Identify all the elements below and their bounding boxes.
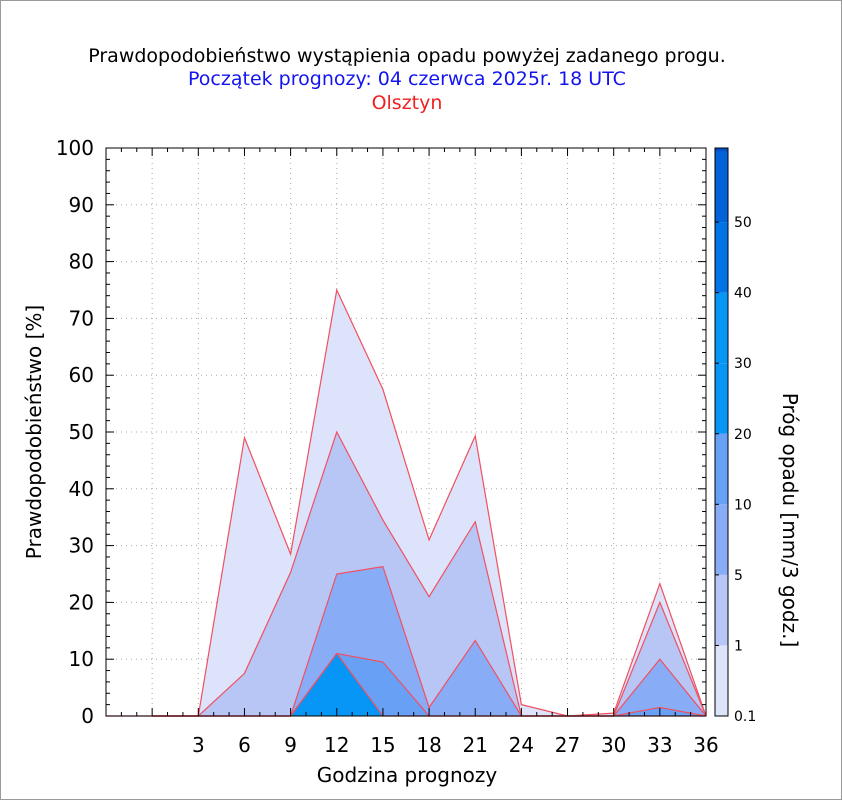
y-tick-label: 90 xyxy=(69,193,94,217)
x-tick-label: 3 xyxy=(192,733,205,757)
area-threshold-5 xyxy=(152,566,707,716)
colorbar: 0.1 1 5 10 20 30 40 50 xyxy=(714,147,756,725)
area-threshold-1 xyxy=(152,432,707,716)
chart-title: Prawdopodobieństwo wystąpienia opadu pow… xyxy=(88,45,726,67)
colorbar-tick-label: 50 xyxy=(734,215,752,231)
y-tick-label: 40 xyxy=(69,477,94,501)
colorbar-tick-label: 5 xyxy=(734,568,743,584)
colorbar-segment xyxy=(715,645,728,716)
x-tick-label: 36 xyxy=(693,733,718,757)
y-tick-label: 60 xyxy=(69,363,94,387)
colorbar-tick-label: 0.1 xyxy=(734,709,756,725)
colorbar-segment xyxy=(715,148,728,152)
y-tick-label: 80 xyxy=(69,250,94,274)
x-tick-label: 6 xyxy=(238,733,251,757)
colorbar-border xyxy=(714,147,729,717)
x-tick-label: 33 xyxy=(647,733,672,757)
x-tick-label: 24 xyxy=(509,733,534,757)
y-tick-label: 100 xyxy=(56,136,94,160)
colorbar-segment xyxy=(715,504,728,575)
chart-location: Olsztyn xyxy=(372,92,443,114)
x-tick-label: 27 xyxy=(555,733,580,757)
y-tick-label: 50 xyxy=(69,420,94,444)
colorbar-label: Próg opadu [mm/3 godz.] xyxy=(778,393,802,648)
chart-subtitle: Początek prognozy: 04 czerwca 2025r. 18 … xyxy=(188,68,626,90)
colorbar-tick-label: 40 xyxy=(734,286,752,302)
colorbar-tick-label: 1 xyxy=(734,638,743,654)
y-tick-label: 30 xyxy=(69,534,94,558)
colorbar-segment xyxy=(715,292,728,364)
y-tick-label: 20 xyxy=(69,590,94,614)
x-tick-label: 18 xyxy=(416,733,441,757)
y-tick-label: 10 xyxy=(69,647,94,671)
colorbar-segment xyxy=(715,363,728,434)
x-tick-label: 12 xyxy=(324,733,349,757)
colorbar-segment xyxy=(715,574,728,646)
x-tick-label: 21 xyxy=(463,733,488,757)
colorbar-tick-label: 10 xyxy=(734,497,752,513)
y-axis-label: Prawdopodobieństwo [%] xyxy=(22,305,46,559)
x-tick-label: 15 xyxy=(370,733,395,757)
x-tick-label: 30 xyxy=(601,733,626,757)
colorbar-segment xyxy=(715,222,728,293)
grid xyxy=(106,148,706,716)
colorbar-segment xyxy=(715,151,728,223)
colorbar-tick-label: 20 xyxy=(734,427,752,443)
area-series xyxy=(106,288,707,717)
x-tick-label: 9 xyxy=(284,733,297,757)
y-tick-label: 70 xyxy=(69,306,94,330)
x-axis-label: Godzina prognozy xyxy=(317,763,498,787)
y-tick-label: 0 xyxy=(81,704,94,728)
colorbar-tick-label: 30 xyxy=(734,356,752,372)
colorbar-segment xyxy=(715,433,728,505)
